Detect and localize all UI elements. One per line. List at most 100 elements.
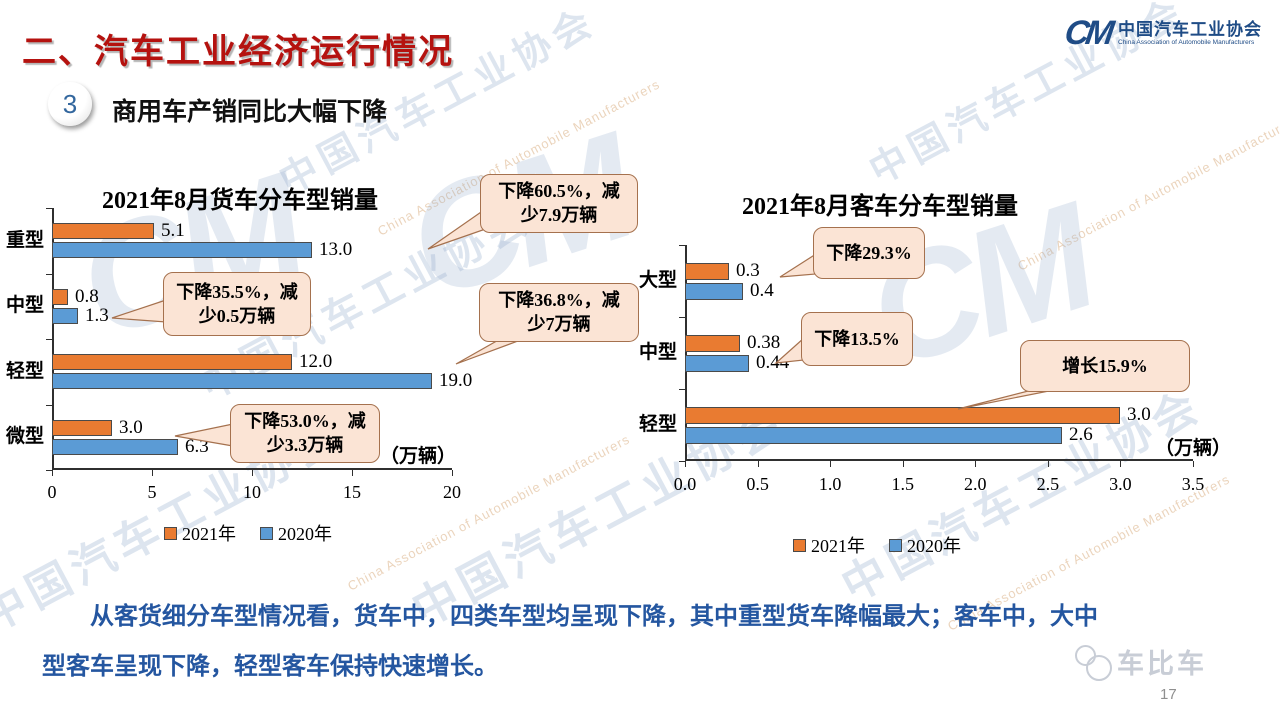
callout-bubble: 下降60.5%，减少7.9万辆 (480, 174, 638, 233)
summary-line-1: 从客货细分车型情况看，货车中，四类车型均呈现下降，其中重型货车降幅最大；客车中，… (90, 603, 1098, 630)
x-tick-label: 1.0 (818, 474, 842, 494)
callout-bubble: 增长15.9% (1020, 340, 1190, 392)
x-axis-tick (830, 461, 832, 467)
x-axis-tick (1047, 461, 1049, 467)
axis-unit-label: （万辆） (1155, 438, 1232, 459)
bar-2021 (52, 354, 292, 371)
legend-item: 2021年 (793, 532, 865, 558)
y-axis-tick (46, 273, 52, 275)
legend-label: 2021年 (811, 536, 865, 556)
bar-2020 (685, 426, 1062, 444)
bar-value-label: 0.8 (75, 285, 99, 307)
legend: 2021年 2020年 (88, 520, 408, 546)
legend-swatch (889, 538, 902, 552)
bar-2020 (52, 307, 78, 324)
y-axis-tick (46, 404, 52, 406)
x-axis-tick (352, 470, 353, 476)
category-label: 中型 (5, 295, 44, 317)
x-axis-tick (975, 461, 977, 467)
x-tick-label: 0 (47, 482, 57, 502)
channel-name: 车比车 (1117, 649, 1207, 679)
y-axis-tick (679, 317, 685, 318)
x-tick-label: 5 (147, 482, 157, 502)
summary-text: 从客货细分车型情况看，货车中，四类车型均呈现下降，其中重型货车降幅最大；客车中，… (42, 592, 1247, 692)
x-axis-tick (685, 461, 686, 467)
bar-2020 (52, 373, 432, 390)
category-label: 轻型 (638, 414, 677, 435)
bar-value-label: 3.0 (119, 416, 143, 438)
legend-item: 2021年 (164, 520, 236, 546)
callout-bubble: 下降35.5%，减少0.5万辆 (163, 272, 311, 336)
chat-faces-icon (1075, 643, 1112, 681)
x-tick-label: 1.5 (891, 474, 914, 494)
legend-label: 2020年 (278, 524, 332, 544)
x-axis-tick (452, 470, 453, 476)
callout-bubble: 下降36.8%，减少7万辆 (479, 283, 639, 342)
bar-value-label: 13.0 (319, 239, 353, 261)
category-label: 微型 (5, 426, 44, 448)
bar-value-label: 0.3 (736, 260, 760, 281)
x-axis-tick (1193, 461, 1194, 467)
page-number: 17 (1160, 686, 1177, 703)
legend-label: 2020年 (907, 536, 961, 556)
bar-2021 (52, 419, 112, 436)
x-axis-tick (252, 470, 253, 476)
section-subtitle: 商用车产销同比大幅下降 (112, 98, 388, 126)
category-label: 中型 (638, 342, 677, 363)
bar-value-label: 0.44 (756, 352, 790, 373)
x-tick-label: 3.5 (1181, 474, 1205, 494)
axis-unit-label: （万辆） (380, 446, 457, 467)
bar-value-label: 19.0 (439, 370, 473, 392)
section-number-badge: 3 (48, 82, 92, 126)
bar-2021 (52, 288, 68, 305)
chart-title: 2021年8月货车分车型销量 (102, 188, 378, 214)
caam-logo-name: 中国汽车工业协会 (1118, 19, 1262, 39)
caam-monogram-icon: CM (1062, 14, 1113, 52)
plot-area (685, 245, 1193, 461)
y-axis-tick (46, 470, 52, 471)
bar-2021 (685, 406, 1120, 424)
y-axis-tick (46, 208, 52, 209)
bar-value-label: 6.3 (185, 435, 209, 457)
y-axis-tick (679, 389, 685, 390)
callout-bubble: 下降29.3% (813, 227, 925, 279)
callout-bubble: 下降13.5% (801, 312, 913, 366)
legend-item: 2020年 (260, 520, 332, 546)
caam-logo: CM 中国汽车工业协会 China Association of Automob… (1062, 14, 1262, 53)
caam-logo-subtitle: China Association of Automobile Manufact… (1118, 39, 1255, 47)
x-tick-label: 0.5 (746, 474, 769, 494)
summary-line-2: 型客车呈现下降，轻型客车保持快速增长。 (42, 653, 498, 680)
bar-2021 (52, 223, 154, 240)
x-tick-label: 2.0 (964, 474, 987, 494)
x-tick-label: 15 (343, 482, 361, 502)
x-axis-tick (902, 461, 904, 467)
legend: 2021年 2020年 (717, 532, 1037, 558)
legend-label: 2021年 (182, 524, 236, 544)
legend-swatch (164, 526, 177, 540)
bar-2021 (685, 334, 740, 352)
y-axis-tick (679, 461, 685, 462)
bar-2020 (685, 282, 743, 300)
bar-2020 (52, 242, 312, 259)
legend-swatch (260, 526, 273, 540)
plot-area (52, 208, 452, 470)
category-label: 大型 (638, 270, 677, 291)
x-tick-label: 2.5 (1036, 474, 1060, 494)
bar-value-label: 1.3 (85, 304, 109, 326)
legend-swatch (793, 538, 806, 552)
page-title: 二、汽车工业经济运行情况 (22, 33, 454, 71)
bar-value-label: 0.4 (750, 280, 774, 301)
x-axis-tick (1120, 461, 1122, 467)
x-tick-label: 20 (443, 482, 461, 502)
callout-bubble: 下降53.0%，减少3.3万辆 (230, 404, 380, 463)
bar-2020 (685, 354, 749, 372)
category-label: 轻型 (5, 360, 44, 382)
chart-title: 2021年8月客车分车型销量 (742, 194, 1018, 220)
legend-item: 2020年 (889, 532, 961, 558)
bar-value-label: 0.38 (747, 332, 781, 353)
bar-value-label: 5.1 (161, 220, 185, 242)
bar-value-label: 3.0 (1127, 404, 1151, 425)
bar-2021 (685, 262, 729, 280)
y-axis-tick (46, 339, 52, 340)
